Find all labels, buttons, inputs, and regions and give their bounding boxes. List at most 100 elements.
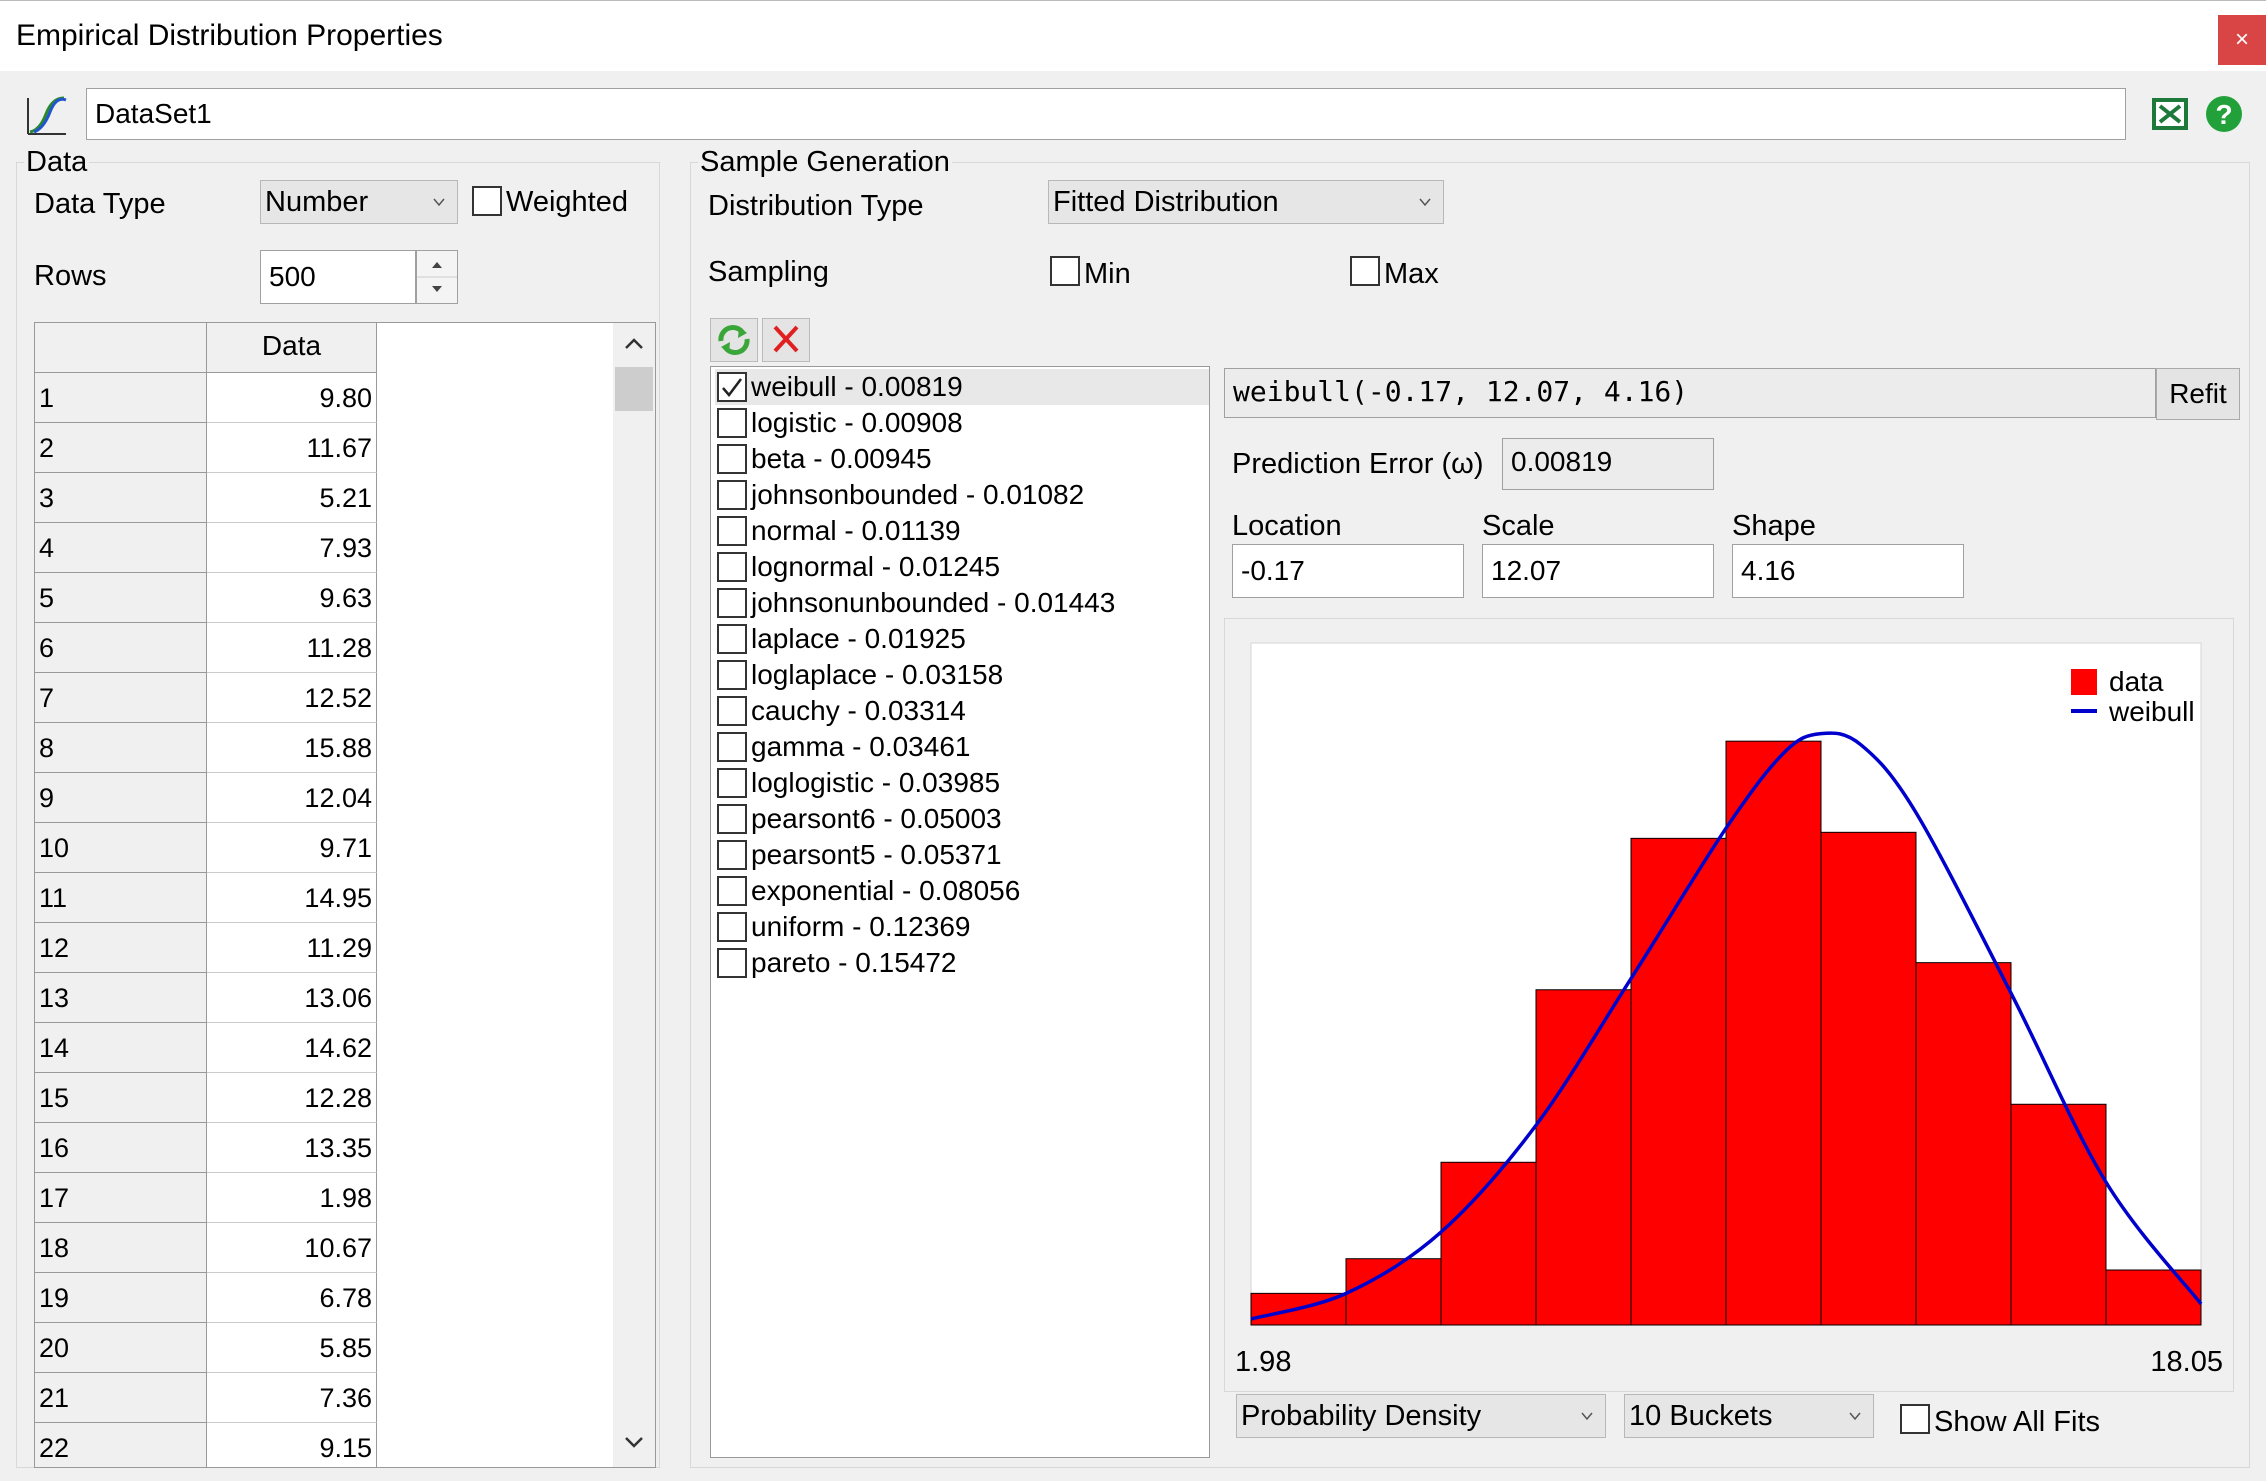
weighted-checkbox[interactable] — [472, 186, 502, 216]
fit-checkbox[interactable] — [717, 660, 747, 690]
data-cell[interactable]: 9.15 — [207, 1423, 377, 1467]
fit-checkbox[interactable] — [717, 588, 747, 618]
rows-input[interactable] — [260, 250, 416, 304]
data-cell[interactable]: 12.52 — [207, 673, 377, 723]
table-row[interactable]: 15 12.28 — [35, 1073, 377, 1123]
data-cell[interactable]: 5.21 — [207, 473, 377, 523]
data-cell[interactable]: 13.35 — [207, 1123, 377, 1173]
fit-item[interactable]: johnsonbounded - 0.01082 — [715, 477, 1209, 513]
fit-checkbox[interactable] — [717, 876, 747, 906]
fit-item[interactable]: gamma - 0.03461 — [715, 729, 1209, 765]
data-cell[interactable]: 10.67 — [207, 1223, 377, 1273]
table-row[interactable]: 3 5.21 — [35, 473, 377, 523]
table-row[interactable]: 2 11.67 — [35, 423, 377, 473]
min-checkbox[interactable] — [1050, 256, 1080, 286]
fit-checkbox[interactable] — [717, 516, 747, 546]
table-row[interactable]: 19 6.78 — [35, 1273, 377, 1323]
fit-checkbox[interactable] — [717, 840, 747, 870]
refit-all-button[interactable] — [710, 318, 758, 362]
row-header[interactable]: 21 — [35, 1373, 207, 1423]
data-cell[interactable]: 9.63 — [207, 573, 377, 623]
data-cell[interactable]: 14.95 — [207, 873, 377, 923]
data-cell[interactable]: 13.06 — [207, 973, 377, 1023]
table-row[interactable]: 9 12.04 — [35, 773, 377, 823]
fit-checkbox[interactable] — [717, 624, 747, 654]
row-header[interactable]: 7 — [35, 673, 207, 723]
table-row[interactable]: 18 10.67 — [35, 1223, 377, 1273]
row-header[interactable]: 2 — [35, 423, 207, 473]
data-table[interactable]: Data 1 9.80 2 11.67 3 5.21 4 7.93 5 9.63 6 11.28 7 12… — [34, 322, 656, 1468]
fit-item[interactable]: lognormal - 0.01245 — [715, 549, 1209, 585]
table-row[interactable]: 13 13.06 — [35, 973, 377, 1023]
fit-item[interactable]: johnsonunbounded - 0.01443 — [715, 585, 1209, 621]
row-header[interactable]: 16 — [35, 1123, 207, 1173]
buckets-select[interactable]: 10 Buckets — [1624, 1394, 1874, 1438]
table-row[interactable]: 17 1.98 — [35, 1173, 377, 1223]
row-header[interactable]: 17 — [35, 1173, 207, 1223]
table-scrollbar[interactable] — [613, 323, 655, 1467]
excel-export-icon[interactable] — [2150, 94, 2190, 134]
plot-type-select[interactable]: Probability Density — [1236, 1394, 1606, 1438]
table-row[interactable]: 8 15.88 — [35, 723, 377, 773]
data-cell[interactable]: 1.98 — [207, 1173, 377, 1223]
row-header[interactable]: 18 — [35, 1223, 207, 1273]
fit-item[interactable]: pareto - 0.15472 — [715, 945, 1209, 981]
fit-item[interactable]: pearsont5 - 0.05371 — [715, 837, 1209, 873]
data-cell[interactable]: 11.29 — [207, 923, 377, 973]
row-header[interactable]: 10 — [35, 823, 207, 873]
table-row[interactable]: 22 9.15 — [35, 1423, 377, 1467]
fit-checkbox[interactable] — [717, 948, 747, 978]
delete-fits-button[interactable] — [762, 318, 810, 362]
data-cell[interactable]: 6.78 — [207, 1273, 377, 1323]
fit-checkbox[interactable] — [717, 552, 747, 582]
table-row[interactable]: 20 5.85 — [35, 1323, 377, 1373]
help-icon[interactable]: ? — [2204, 94, 2244, 134]
data-cell[interactable]: 9.80 — [207, 373, 377, 423]
fit-item[interactable]: uniform - 0.12369 — [715, 909, 1209, 945]
data-cell[interactable]: 7.36 — [207, 1373, 377, 1423]
table-row[interactable]: 21 7.36 — [35, 1373, 377, 1423]
fit-checkbox[interactable] — [717, 480, 747, 510]
row-header[interactable]: 3 — [35, 473, 207, 523]
table-row[interactable]: 4 7.93 — [35, 523, 377, 573]
row-header[interactable]: 14 — [35, 1023, 207, 1073]
scroll-up-icon[interactable] — [623, 335, 645, 353]
data-cell[interactable]: 5.85 — [207, 1323, 377, 1373]
data-cell[interactable]: 15.88 — [207, 723, 377, 773]
rows-spinner[interactable] — [416, 250, 458, 304]
table-row[interactable]: 16 13.35 — [35, 1123, 377, 1173]
table-row[interactable]: 10 9.71 — [35, 823, 377, 873]
data-cell[interactable]: 9.71 — [207, 823, 377, 873]
close-button[interactable]: × — [2218, 15, 2266, 65]
data-type-select[interactable]: Number — [260, 180, 458, 224]
row-header[interactable]: 11 — [35, 873, 207, 923]
data-cell[interactable]: 7.93 — [207, 523, 377, 573]
fit-item[interactable]: logistic - 0.00908 — [715, 405, 1209, 441]
fit-checkbox[interactable] — [717, 408, 747, 438]
fit-item[interactable]: beta - 0.00945 — [715, 441, 1209, 477]
table-row[interactable]: 14 14.62 — [35, 1023, 377, 1073]
row-header[interactable]: 4 — [35, 523, 207, 573]
row-header[interactable]: 9 — [35, 773, 207, 823]
column-header-data[interactable]: Data — [207, 323, 377, 373]
fits-list[interactable]: weibull - 0.00819 logistic - 0.00908 beta … — [710, 366, 1210, 1458]
fit-item[interactable]: cauchy - 0.03314 — [715, 693, 1209, 729]
fit-item[interactable]: weibull - 0.00819 — [715, 369, 1209, 405]
location-input[interactable] — [1232, 544, 1464, 598]
data-cell[interactable]: 11.67 — [207, 423, 377, 473]
fit-item[interactable]: exponential - 0.08056 — [715, 873, 1209, 909]
row-header[interactable]: 15 — [35, 1073, 207, 1123]
fit-item[interactable]: loglaplace - 0.03158 — [715, 657, 1209, 693]
fit-item[interactable]: loglogistic - 0.03985 — [715, 765, 1209, 801]
max-checkbox[interactable] — [1350, 256, 1380, 286]
refit-button[interactable]: Refit — [2156, 368, 2240, 420]
data-cell[interactable]: 11.28 — [207, 623, 377, 673]
row-header[interactable]: 12 — [35, 923, 207, 973]
data-cell[interactable]: 14.62 — [207, 1023, 377, 1073]
row-header[interactable]: 1 — [35, 373, 207, 423]
table-row[interactable]: 11 14.95 — [35, 873, 377, 923]
scroll-down-icon[interactable] — [623, 1433, 645, 1451]
table-row[interactable]: 12 11.29 — [35, 923, 377, 973]
fit-item[interactable]: laplace - 0.01925 — [715, 621, 1209, 657]
fit-checkbox[interactable] — [717, 804, 747, 834]
